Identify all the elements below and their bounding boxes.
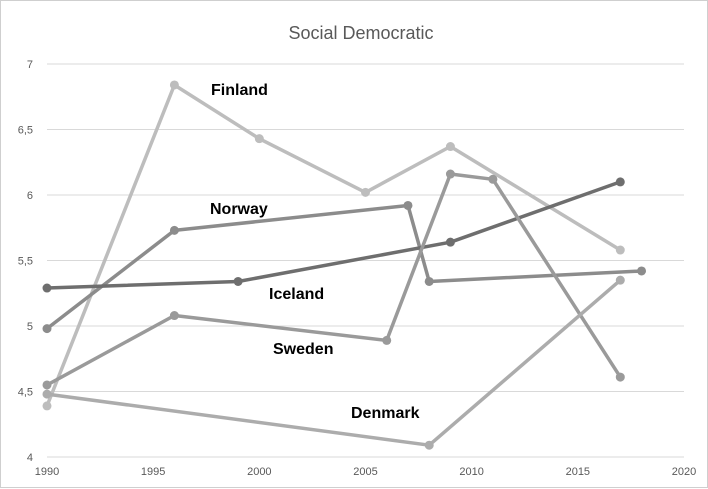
data-point-sweden — [42, 380, 52, 390]
series-denmark — [42, 275, 625, 450]
data-point-iceland — [615, 177, 625, 187]
data-point-sweden — [169, 311, 179, 321]
data-point-iceland — [233, 276, 243, 286]
y-tick-label: 5 — [27, 321, 33, 333]
data-point-finland — [445, 142, 455, 152]
y-tick-label: 4,5 — [18, 387, 33, 399]
data-point-finland — [42, 401, 52, 411]
data-point-finland — [361, 187, 370, 197]
y-tick-label: 5,5 — [18, 256, 33, 268]
series-finland — [42, 80, 625, 411]
grid-lines — [47, 63, 684, 458]
data-point-norway — [403, 200, 413, 210]
y-tick-label: 6 — [27, 190, 33, 202]
y-tick-label: 4 — [27, 452, 33, 464]
series-lines — [42, 80, 647, 450]
data-point-sweden — [382, 335, 392, 345]
x-tick-label: 2010 — [459, 466, 483, 478]
data-point-norway — [637, 266, 647, 276]
data-point-sweden — [488, 174, 498, 184]
axis-tick-labels: 4 4,5 5 5,5 6 6,5 7 1990 1995 2000 2005 2010 2015 202… — [18, 59, 697, 478]
data-point-sweden — [445, 169, 455, 179]
x-tick-label: 1995 — [141, 466, 165, 478]
series-iceland — [42, 177, 625, 293]
chart-title: Social Democratic — [288, 23, 433, 43]
data-point-norway — [169, 225, 179, 235]
series-label-iceland: Iceland — [269, 286, 324, 303]
series-label-finland: Finland — [211, 82, 268, 99]
x-tick-label: 2020 — [672, 466, 696, 478]
series-line-denmark — [45, 278, 623, 447]
data-point-norway — [424, 276, 434, 286]
data-point-norway — [42, 324, 52, 334]
x-tick-label: 2015 — [566, 466, 590, 478]
series-label-norway: Norway — [210, 201, 268, 218]
x-tick-label: 2000 — [247, 466, 271, 478]
series-label-sweden: Sweden — [273, 341, 333, 358]
series-line-iceland — [45, 180, 623, 290]
data-point-denmark — [42, 389, 52, 399]
y-tick-label: 6,5 — [18, 125, 33, 137]
series-line-sweden — [45, 172, 623, 387]
data-point-iceland — [42, 283, 52, 293]
series-sweden — [42, 169, 625, 390]
data-point-finland — [615, 245, 625, 255]
series-labels: Finland Norway Iceland Sweden Denmark — [210, 82, 420, 422]
data-point-iceland — [445, 237, 455, 247]
data-point-denmark — [424, 440, 434, 450]
x-tick-label: 2005 — [353, 466, 377, 478]
y-tick-label: 7 — [27, 59, 33, 71]
data-point-finland — [254, 134, 264, 144]
series-norway — [42, 200, 647, 334]
data-point-sweden — [615, 372, 625, 382]
data-point-finland — [169, 80, 179, 90]
data-point-denmark — [615, 275, 625, 285]
series-line-finland — [45, 83, 623, 408]
series-label-denmark: Denmark — [351, 405, 420, 422]
x-tick-label: 1990 — [35, 466, 59, 478]
series-line-norway — [45, 203, 644, 331]
